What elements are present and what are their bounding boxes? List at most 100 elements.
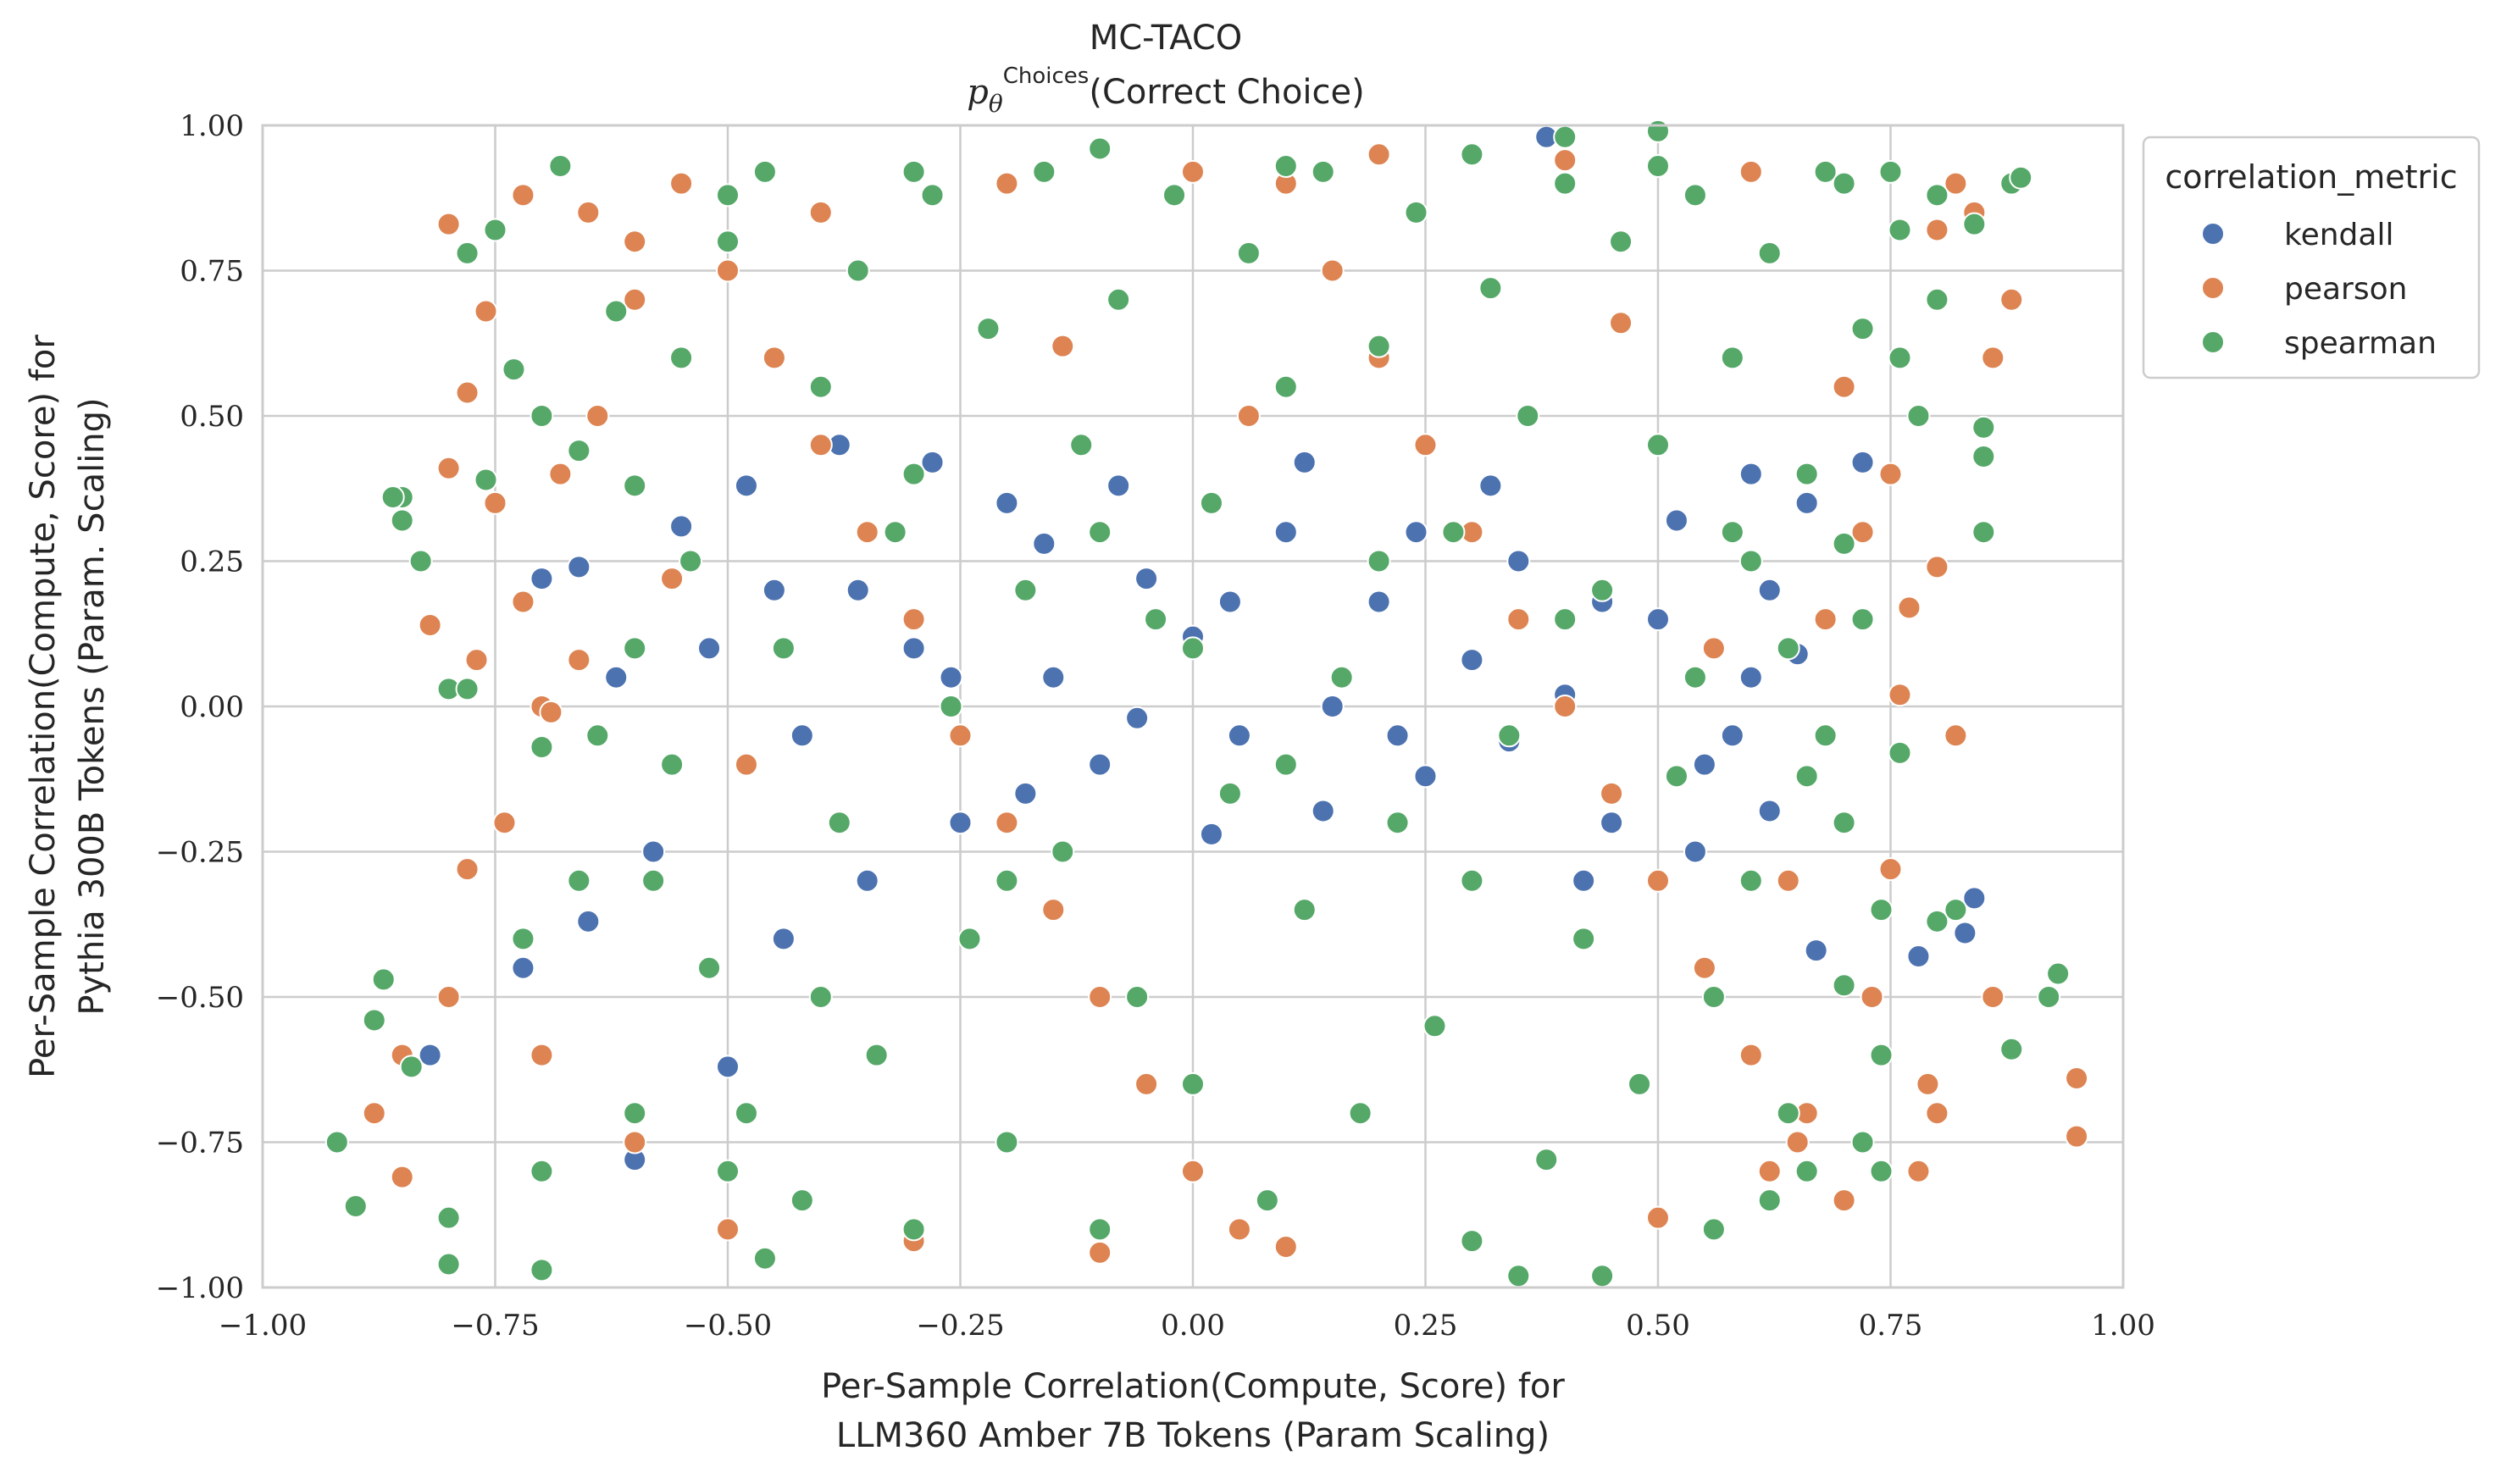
point-spearman: [679, 549, 703, 573]
point-spearman: [995, 868, 1019, 893]
point-spearman: [1999, 1037, 2024, 1061]
point-spearman: [1460, 142, 1484, 167]
point-pearson: [808, 433, 833, 457]
point-spearman: [1888, 218, 1912, 242]
point-kendall: [1088, 752, 1112, 777]
point-pearson: [1609, 311, 1633, 335]
point-kendall: [1664, 508, 1689, 533]
point-spearman: [1683, 665, 1707, 689]
point-kendall: [1311, 799, 1335, 823]
point-pearson: [623, 1130, 647, 1155]
point-spearman: [1609, 230, 1633, 254]
point-pearson: [2065, 1124, 2089, 1149]
subtitle-theta: θ: [989, 90, 1003, 118]
point-spearman: [1925, 287, 1949, 312]
point-pearson: [1757, 1159, 1782, 1183]
point-pearson: [1916, 1071, 1940, 1096]
point-pearson: [1646, 868, 1670, 893]
point-spearman: [1628, 1071, 1652, 1096]
point-spearman: [530, 404, 554, 428]
point-spearman: [1348, 1101, 1372, 1126]
point-pearson: [1553, 695, 1578, 718]
point-kendall: [1738, 462, 1763, 486]
point-spearman: [1776, 636, 1800, 661]
x-tick-label: −0.75: [451, 1309, 539, 1343]
point-kendall: [1385, 723, 1410, 748]
point-spearman: [976, 317, 1001, 341]
point-spearman: [752, 159, 777, 184]
point-kendall: [734, 473, 758, 498]
point-pearson: [1813, 607, 1838, 632]
point-kendall: [530, 567, 554, 591]
point-pearson: [436, 985, 461, 1009]
point-spearman: [1757, 1188, 1782, 1213]
point-spearman: [1125, 985, 1150, 1009]
point-spearman: [846, 258, 870, 283]
point-spearman: [2046, 961, 2071, 986]
point-pearson: [1850, 520, 1875, 545]
point-spearman: [1888, 740, 1912, 765]
x-tick-label: 0.50: [1626, 1309, 1690, 1343]
point-pearson: [623, 287, 647, 312]
point-spearman: [1925, 909, 1949, 933]
point-kendall: [697, 636, 722, 661]
point-kendall: [1794, 490, 1819, 515]
legend-marker-spearman: [2201, 330, 2225, 354]
point-pearson: [455, 857, 480, 882]
point-spearman: [1553, 607, 1578, 632]
point-pearson: [1367, 142, 1391, 167]
point-pearson: [1776, 868, 1800, 893]
point-spearman: [1367, 549, 1391, 573]
point-pearson: [1738, 159, 1763, 184]
point-pearson: [1041, 898, 1066, 922]
point-pearson: [1181, 159, 1205, 184]
point-spearman: [1088, 136, 1112, 161]
point-spearman: [1051, 839, 1075, 864]
point-spearman: [1255, 1188, 1279, 1213]
point-spearman: [474, 468, 498, 492]
point-pearson: [2065, 1066, 2089, 1091]
point-pearson: [474, 299, 498, 324]
point-pearson: [995, 811, 1019, 835]
point-pearson: [548, 462, 573, 486]
point-spearman: [1813, 723, 1838, 748]
point-spearman: [2037, 985, 2061, 1009]
point-pearson: [436, 212, 461, 236]
point-pearson: [1944, 723, 1968, 748]
point-spearman: [1720, 346, 1744, 370]
point-spearman: [1646, 154, 1670, 179]
point-spearman: [1106, 287, 1131, 312]
point-spearman: [660, 752, 685, 777]
y-tick-label: −1.00: [156, 1271, 244, 1305]
point-pearson: [734, 752, 758, 777]
point-spearman: [548, 154, 573, 179]
point-spearman: [1869, 1043, 1894, 1067]
point-spearman: [1478, 276, 1503, 301]
point-kendall: [1757, 799, 1782, 823]
point-spearman: [827, 811, 851, 835]
point-spearman: [530, 735, 554, 760]
point-spearman: [1199, 490, 1223, 515]
point-spearman: [901, 1217, 926, 1242]
point-pearson: [539, 700, 563, 724]
point-spearman: [1590, 578, 1615, 602]
point-pearson: [1981, 985, 2005, 1009]
point-pearson: [660, 567, 685, 591]
point-spearman: [567, 868, 591, 893]
point-pearson: [1236, 404, 1261, 428]
point-spearman: [436, 1205, 461, 1230]
point-kendall: [1572, 868, 1596, 893]
point-spearman: [1646, 119, 1670, 143]
series-kendall: [418, 125, 1987, 1172]
point-spearman: [716, 230, 740, 254]
point-pearson: [418, 612, 442, 637]
point-spearman: [1757, 241, 1782, 265]
point-pearson: [808, 200, 833, 224]
point-kendall: [1199, 822, 1223, 846]
point-spearman: [1832, 531, 1856, 556]
point-pearson: [464, 648, 489, 673]
point-spearman: [1506, 1264, 1531, 1288]
point-pearson: [1701, 636, 1726, 661]
y-tick-label: −0.75: [156, 1127, 244, 1160]
point-kendall: [995, 490, 1019, 515]
